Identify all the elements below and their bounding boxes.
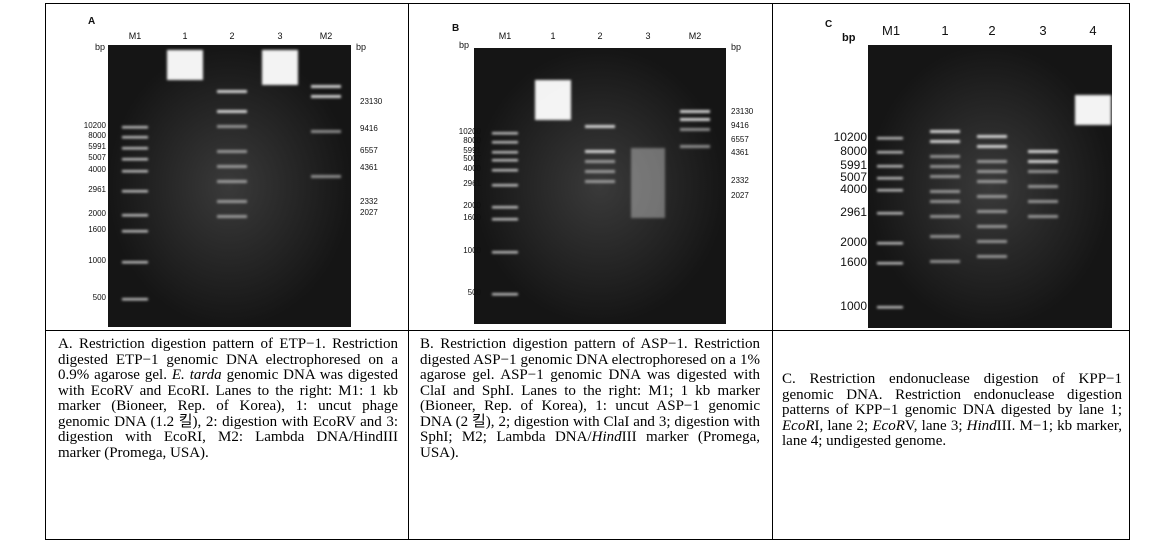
size-label: 2027 (360, 208, 378, 217)
gel-image (474, 48, 726, 324)
caption-text: I, lane 2; (814, 417, 873, 434)
lane-label: 2 (229, 31, 235, 41)
caption-text: E. tarda (171, 367, 222, 383)
size-label: 1000 (840, 299, 867, 313)
caption-text: EcoR (782, 417, 815, 434)
size-label: 2027 (731, 191, 749, 200)
size-label: 5007 (463, 154, 481, 163)
size-label: 10200 (833, 130, 867, 144)
gel-image (108, 45, 351, 327)
size-label: 5991 (463, 146, 481, 155)
caption-text: V, lane 3; (904, 417, 967, 434)
size-label: 9416 (360, 124, 378, 133)
caption: C. Restriction endonuclease digestion of… (782, 371, 1122, 450)
size-label: 9416 (731, 121, 749, 130)
lane-label: M1 (882, 23, 901, 38)
caption: B. Restriction digestion pattern of ASP−… (420, 336, 760, 461)
size-label: 2000 (463, 201, 481, 210)
size-label: 10200 (83, 121, 106, 130)
caption-text: III marker (Promega, USA). (420, 429, 760, 461)
size-label: 5007 (840, 170, 867, 184)
size-label: 1000 (463, 246, 481, 255)
lane-label: 1 (550, 31, 556, 41)
caption-text: EcoR (872, 417, 905, 434)
size-label: 4000 (840, 182, 867, 196)
panel-letter: B (452, 23, 460, 34)
size-label: 6557 (360, 146, 378, 155)
size-label: 8000 (840, 144, 867, 158)
lane-label: M1 (128, 31, 142, 41)
bp-label: bp (731, 42, 742, 52)
size-label: 6557 (731, 135, 749, 144)
gel-image (868, 45, 1112, 328)
caption-text: A. Restriction digestion pattern of ETP−… (58, 336, 398, 383)
caption-text: Hind (591, 429, 622, 445)
size-label: 10200 (458, 127, 481, 136)
panel-letter: A (88, 16, 96, 27)
caption-text: Hind (966, 417, 997, 434)
caption-text: genomic DNA was digested with EcoRV and … (58, 367, 398, 461)
size-label: 23130 (360, 97, 383, 106)
size-label: 2332 (360, 197, 378, 206)
bp-label: bp (95, 42, 106, 52)
caption-text: III. M−1; kb marker, lane 4; undigested … (782, 417, 1122, 449)
size-label: 2332 (731, 176, 749, 185)
bp-label: bp (842, 32, 856, 44)
size-label: 4361 (731, 148, 749, 157)
lane-label: M2 (319, 31, 333, 41)
size-label: 500 (467, 288, 481, 297)
size-label: 2961 (840, 205, 867, 219)
size-label: 4361 (360, 163, 378, 172)
lane-label: 2 (988, 23, 996, 38)
size-label: 2961 (88, 185, 106, 194)
size-label: 5991 (88, 142, 106, 151)
size-label: 1600 (840, 255, 867, 269)
bp-label: bp (356, 42, 367, 52)
lane-label: 3 (1039, 23, 1047, 38)
size-label: 1000 (88, 256, 106, 265)
lane-label: 3 (277, 31, 283, 41)
lane-label: 2 (597, 31, 603, 41)
lane-label: M2 (688, 31, 702, 41)
size-label: 8000 (88, 131, 106, 140)
caption-text: B. Restriction digestion pattern of ASP−… (420, 336, 760, 445)
size-label: 8000 (463, 136, 481, 145)
size-label: 1600 (88, 225, 106, 234)
lane-label: 1 (182, 31, 188, 41)
size-label: 5007 (88, 153, 106, 162)
lane-label: 3 (645, 31, 651, 41)
bp-label: bp (459, 40, 470, 50)
lane-label: 1 (941, 23, 949, 38)
panel-letter: C (825, 19, 833, 30)
size-label: 23130 (731, 107, 754, 116)
size-label: 2961 (463, 179, 481, 188)
size-label: 2000 (840, 235, 867, 249)
caption: A. Restriction digestion pattern of ETP−… (58, 336, 398, 461)
caption-text: C. Restriction endonuclease digestion of… (782, 371, 1122, 418)
size-label: 5991 (840, 158, 867, 172)
lane-label: 4 (1089, 23, 1097, 38)
size-label: 500 (92, 293, 106, 302)
lane-label: M1 (498, 31, 512, 41)
size-label: 1600 (463, 213, 481, 222)
size-label: 4000 (88, 165, 106, 174)
size-label: 4000 (463, 164, 481, 173)
size-label: 2000 (88, 209, 106, 218)
